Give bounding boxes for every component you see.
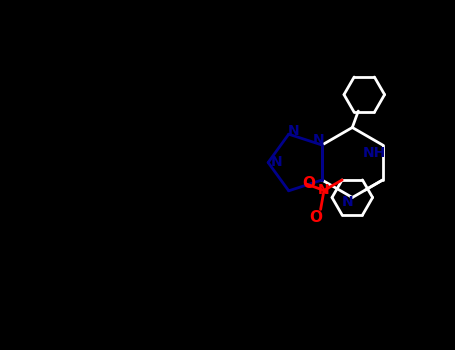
Text: NH: NH xyxy=(363,146,386,160)
Text: O: O xyxy=(309,210,322,225)
Text: N: N xyxy=(342,196,353,210)
Text: N: N xyxy=(270,155,282,169)
Text: O: O xyxy=(303,176,315,191)
Text: N: N xyxy=(318,183,330,197)
Text: N: N xyxy=(288,124,299,138)
Text: N: N xyxy=(313,133,325,147)
